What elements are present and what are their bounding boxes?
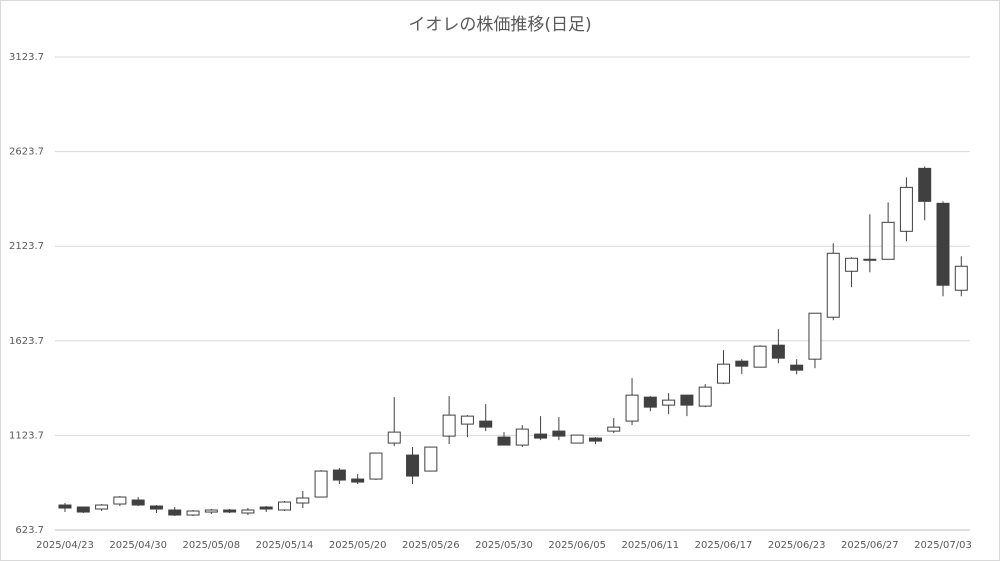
candle-body: [204, 509, 218, 513]
candle-body: [863, 258, 877, 261]
candle-body: [790, 364, 804, 371]
x-tick-label: 2025/04/30: [109, 540, 167, 551]
candle-body: [881, 221, 895, 260]
candle-body: [826, 252, 840, 318]
candle-body: [131, 499, 145, 506]
candle-body: [241, 509, 255, 514]
candle-body: [899, 186, 913, 232]
candle-body: [643, 396, 657, 408]
candle-body: [753, 345, 767, 368]
x-tick-label: 2025/07/03: [914, 540, 972, 551]
x-tick-label: 2025/06/05: [548, 540, 606, 551]
x-tick-label: 2025/05/20: [329, 540, 387, 551]
candle-body: [735, 360, 749, 367]
candle-body: [845, 257, 859, 272]
x-tick-label: 2025/05/08: [183, 540, 241, 551]
candle-body: [95, 504, 109, 510]
x-tick-label: 2025/06/23: [768, 540, 826, 551]
candle-body: [698, 386, 712, 407]
candle-body: [113, 496, 127, 505]
x-tick-label: 2025/04/23: [36, 540, 94, 551]
candle-body: [387, 431, 401, 444]
candle-body: [497, 436, 511, 446]
x-tick-label: 2025/05/30: [475, 540, 533, 551]
candle-body: [680, 394, 694, 406]
y-tick-label: 3123.7: [9, 52, 44, 63]
candle-body: [607, 426, 621, 432]
x-tick-label: 2025/06/11: [622, 540, 680, 551]
candle-body: [58, 504, 72, 509]
y-tick-label: 2123.7: [9, 241, 44, 252]
y-tick-label: 623.7: [15, 525, 44, 536]
candle-body: [76, 506, 90, 513]
y-tick-label: 1623.7: [9, 336, 44, 347]
x-tick-label: 2025/05/14: [256, 540, 314, 551]
candle-body: [259, 506, 273, 510]
chart-title: イオレの株価推移(日足): [408, 15, 591, 35]
candle-body: [442, 414, 456, 437]
candle-body: [771, 344, 785, 359]
candle-body: [515, 428, 529, 446]
candle-body: [570, 434, 584, 444]
candle-body: [918, 167, 932, 202]
x-tick-label: 2025/06/27: [841, 540, 899, 551]
candle-body: [460, 415, 474, 425]
candle-body: [149, 505, 163, 510]
candle-body: [808, 312, 822, 360]
candle-body: [186, 510, 200, 516]
y-tick-label: 1123.7: [9, 430, 44, 441]
candle-body: [406, 454, 420, 477]
candle-body: [954, 265, 968, 291]
candle-body: [168, 509, 182, 516]
candle-body: [936, 202, 950, 286]
candle-body: [717, 363, 730, 384]
candle-body: [479, 420, 493, 428]
candle-body: [314, 470, 328, 498]
candle-body: [332, 469, 346, 481]
candle-body: [223, 509, 237, 513]
candle-body: [369, 452, 383, 480]
x-tick-label: 2025/05/26: [402, 540, 460, 551]
candle-body: [552, 430, 566, 437]
candle-body: [296, 497, 310, 504]
candle-body: [351, 478, 365, 483]
candle-body: [278, 501, 291, 511]
candle-body: [662, 399, 676, 406]
candle-body: [534, 433, 548, 439]
x-tick-label: 2025/06/17: [695, 540, 753, 551]
candle-body: [625, 394, 639, 422]
y-tick-label: 2623.7: [9, 147, 44, 158]
candle-body: [588, 437, 602, 442]
candle-body: [424, 446, 438, 472]
